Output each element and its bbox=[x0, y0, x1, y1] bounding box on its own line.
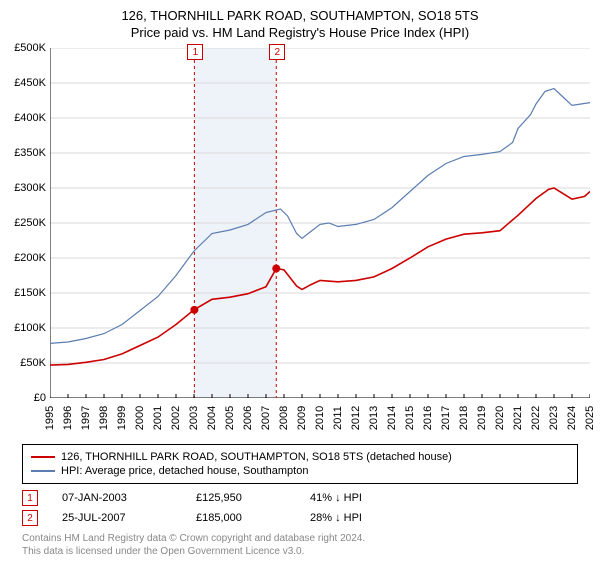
footnote-line-2: This data is licensed under the Open Gov… bbox=[22, 545, 578, 558]
x-tick-label: 2004 bbox=[206, 406, 218, 430]
sale-row: 2 25-JUL-2007 £185,000 28% ↓ HPI bbox=[22, 510, 578, 526]
x-tick-label: 2017 bbox=[440, 406, 452, 430]
legend-label: 126, THORNHILL PARK ROAD, SOUTHAMPTON, S… bbox=[61, 451, 452, 463]
sales-table: 1 07-JAN-2003 £125,950 41% ↓ HPI 2 25-JUL-200… bbox=[22, 490, 578, 526]
series-hpi bbox=[50, 89, 590, 344]
x-tick-label: 2011 bbox=[332, 406, 344, 430]
x-tick-label: 2000 bbox=[134, 406, 146, 430]
x-tick-label: 2014 bbox=[386, 406, 398, 430]
y-tick-label: £300K bbox=[14, 182, 50, 194]
sale-marker-num: 1 bbox=[22, 490, 38, 506]
x-tick-label: 2020 bbox=[494, 406, 506, 430]
y-tick-label: £450K bbox=[14, 77, 50, 89]
legend: 126, THORNHILL PARK ROAD, SOUTHAMPTON, S… bbox=[22, 444, 578, 484]
sale-point bbox=[190, 306, 198, 314]
y-tick-label: £200K bbox=[14, 252, 50, 264]
chart-area: £0£50K£100K£150K£200K£250K£300K£350K£400… bbox=[50, 48, 590, 398]
x-tick-label: 2010 bbox=[314, 406, 326, 430]
y-tick-label: £400K bbox=[14, 112, 50, 124]
sale-vs-hpi: 41% ↓ HPI bbox=[310, 492, 362, 504]
legend-swatch bbox=[31, 470, 55, 472]
x-tick-label: 2018 bbox=[458, 406, 470, 430]
x-tick-label: 1998 bbox=[98, 406, 110, 430]
footnote-line-1: Contains HM Land Registry data © Crown c… bbox=[22, 532, 578, 545]
sale-point bbox=[272, 265, 280, 273]
x-tick-label: 1995 bbox=[44, 406, 56, 430]
y-tick-label: £500K bbox=[14, 42, 50, 54]
legend-swatch bbox=[31, 456, 55, 458]
legend-row: 126, THORNHILL PARK ROAD, SOUTHAMPTON, S… bbox=[31, 451, 569, 463]
x-tick-label: 2016 bbox=[422, 406, 434, 430]
sale-date: 07-JAN-2003 bbox=[62, 492, 172, 504]
x-tick-label: 1997 bbox=[80, 406, 92, 430]
sale-badge: 1 bbox=[187, 44, 203, 60]
x-tick-label: 1996 bbox=[62, 406, 74, 430]
legend-label: HPI: Average price, detached house, Sout… bbox=[61, 465, 308, 477]
x-tick-label: 2003 bbox=[188, 406, 200, 430]
x-axis-labels: 1995199619971998199920002001200220032004… bbox=[50, 398, 590, 438]
legend-row: HPI: Average price, detached house, Sout… bbox=[31, 465, 569, 477]
sale-price: £185,000 bbox=[196, 512, 286, 524]
x-tick-label: 2013 bbox=[368, 406, 380, 430]
y-tick-label: £250K bbox=[14, 217, 50, 229]
x-tick-label: 2022 bbox=[530, 406, 542, 430]
x-tick-label: 2021 bbox=[512, 406, 524, 430]
sale-marker-num: 2 bbox=[22, 510, 38, 526]
y-tick-label: £50K bbox=[20, 357, 50, 369]
x-tick-label: 2024 bbox=[566, 406, 578, 430]
x-tick-label: 2019 bbox=[476, 406, 488, 430]
x-tick-label: 2009 bbox=[296, 406, 308, 430]
sale-badge: 2 bbox=[269, 44, 285, 60]
x-tick-label: 2015 bbox=[404, 406, 416, 430]
y-tick-label: £150K bbox=[14, 287, 50, 299]
sale-price: £125,950 bbox=[196, 492, 286, 504]
x-tick-label: 2025 bbox=[584, 406, 596, 430]
chart-title: 126, THORNHILL PARK ROAD, SOUTHAMPTON, S… bbox=[0, 8, 600, 23]
x-tick-label: 2007 bbox=[260, 406, 272, 430]
y-tick-label: £0 bbox=[34, 392, 50, 404]
sale-row: 1 07-JAN-2003 £125,950 41% ↓ HPI bbox=[22, 490, 578, 506]
y-tick-label: £350K bbox=[14, 147, 50, 159]
sale-date: 25-JUL-2007 bbox=[62, 512, 172, 524]
x-tick-label: 1999 bbox=[116, 406, 128, 430]
x-tick-label: 2012 bbox=[350, 406, 362, 430]
x-tick-label: 2005 bbox=[224, 406, 236, 430]
x-tick-label: 2001 bbox=[152, 406, 164, 430]
sale-vs-hpi: 28% ↓ HPI bbox=[310, 512, 362, 524]
x-tick-label: 2006 bbox=[242, 406, 254, 430]
series-property bbox=[50, 188, 590, 365]
y-tick-label: £100K bbox=[14, 322, 50, 334]
x-tick-label: 2002 bbox=[170, 406, 182, 430]
chart-subtitle: Price paid vs. HM Land Registry's House … bbox=[0, 25, 600, 40]
x-tick-label: 2008 bbox=[278, 406, 290, 430]
chart-svg bbox=[50, 48, 590, 398]
x-tick-label: 2023 bbox=[548, 406, 560, 430]
footnote: Contains HM Land Registry data © Crown c… bbox=[22, 532, 578, 558]
